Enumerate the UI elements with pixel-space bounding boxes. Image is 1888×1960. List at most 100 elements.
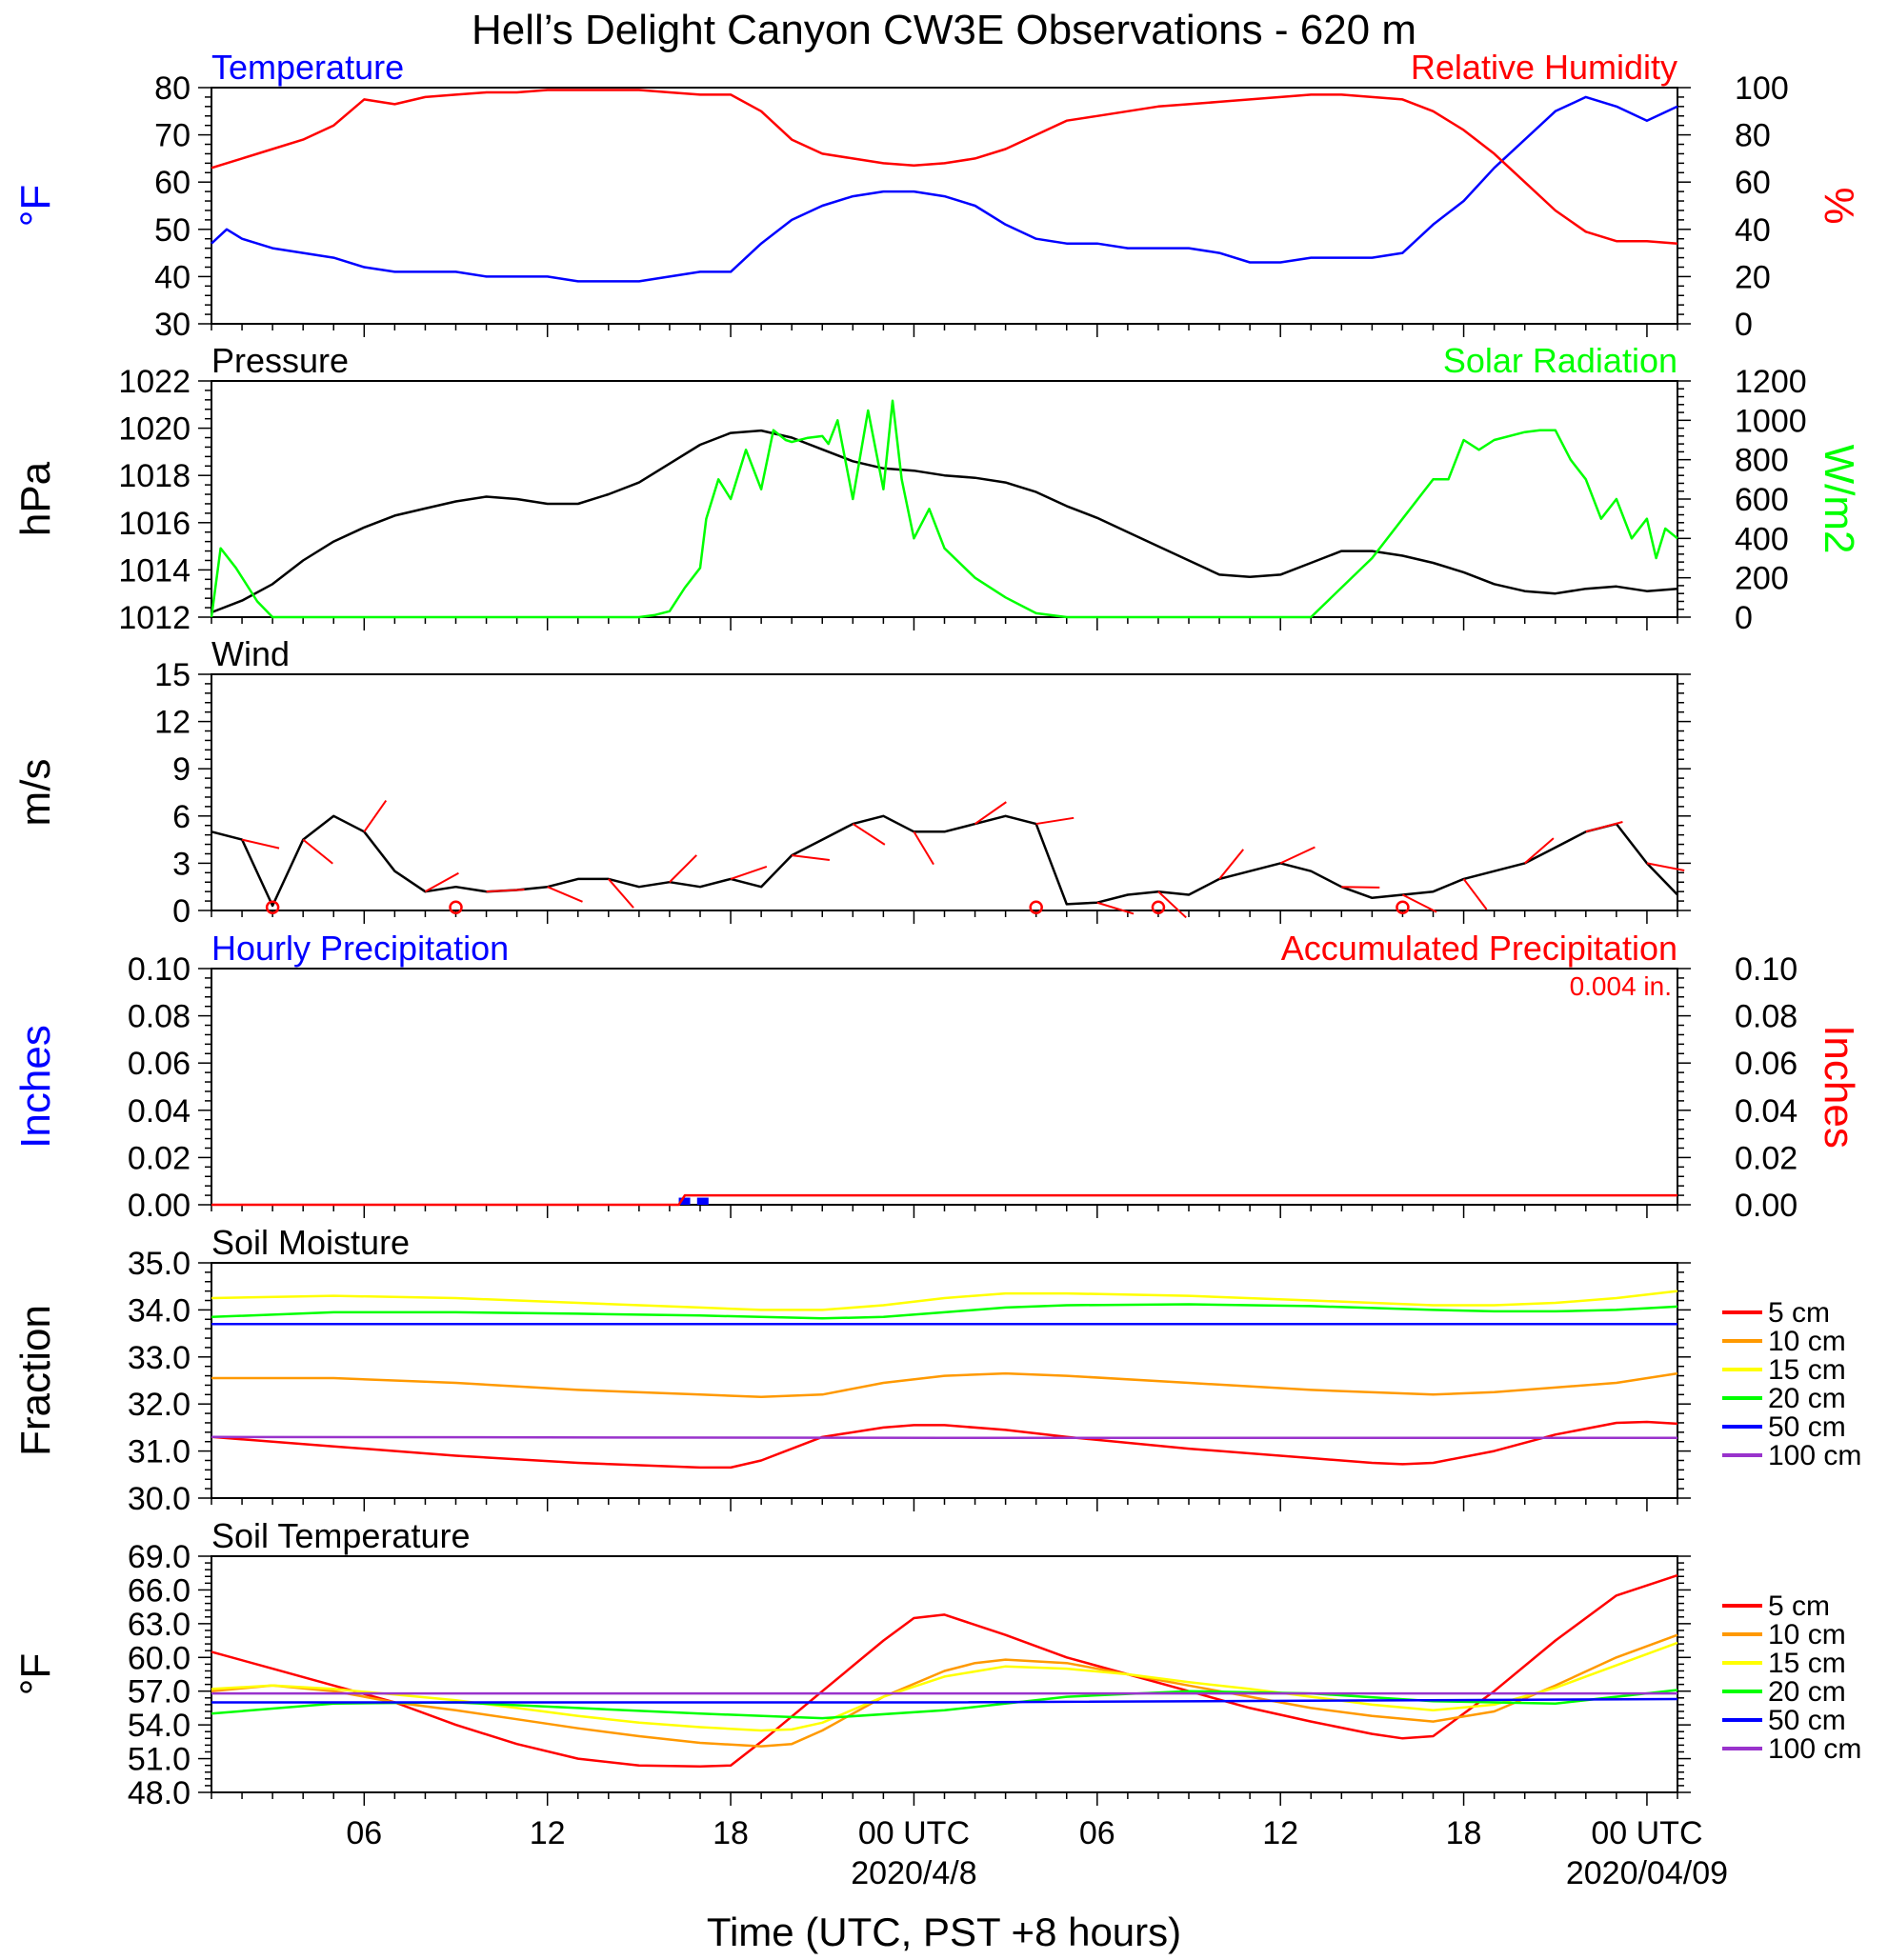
panel-4: 0.00 0.02 0.04 0.06 0.08 0.10 0.00 0.02 0.04 0.06… bbox=[12, 929, 1862, 1224]
series-line-wind bbox=[211, 814, 1678, 908]
y-axis-title-left: °F bbox=[12, 1653, 59, 1695]
y-tick-label: 30 bbox=[154, 307, 191, 343]
wind-barb bbox=[1035, 816, 1075, 826]
series-line-100-cm bbox=[211, 1435, 1677, 1440]
series-line-5-cm bbox=[211, 1420, 1678, 1470]
series-line-20-cm bbox=[211, 1303, 1678, 1320]
wind-barb bbox=[241, 838, 280, 850]
y-tick-label: 3 bbox=[172, 846, 191, 882]
series-line-15-cm bbox=[211, 1290, 1678, 1311]
legend-label: 15 cm bbox=[1768, 1648, 1846, 1679]
legend-label: 10 cm bbox=[1768, 1326, 1846, 1357]
y-right-tick-label: 100 bbox=[1735, 70, 1789, 107]
x-tick-label: 06 bbox=[346, 1815, 382, 1851]
y-tick-label: 40 bbox=[154, 259, 191, 295]
x-date-label: 2020/4/8 bbox=[851, 1855, 976, 1891]
y-tick-label: 35.0 bbox=[128, 1246, 191, 1282]
panel-title-right: Relative Humidity bbox=[1411, 48, 1677, 87]
y-right-tick-label: 600 bbox=[1735, 482, 1789, 518]
y-right-tick-label: 0.04 bbox=[1735, 1093, 1798, 1130]
x-axis: 06 12 18 00 UTC 06 12 18 00 UTC 2020/4/8 2020/04/… bbox=[346, 1815, 1728, 1891]
calm-wind-marker bbox=[1396, 900, 1410, 914]
x-tick-label: 12 bbox=[1262, 1815, 1298, 1851]
y-right-tick-label: 40 bbox=[1735, 212, 1771, 249]
wind-barb bbox=[792, 854, 831, 862]
y-axis-title-right: % bbox=[1816, 187, 1862, 224]
y-right-tick-label: 0.00 bbox=[1735, 1188, 1798, 1224]
y-right-tick-label: 20 bbox=[1735, 259, 1771, 295]
panel-title-left: Soil Moisture bbox=[211, 1223, 410, 1262]
panel-title-left: Soil Temperature bbox=[211, 1516, 470, 1555]
wind-barb bbox=[1462, 878, 1488, 910]
wind-barb bbox=[363, 799, 388, 832]
legend-label: 5 cm bbox=[1768, 1590, 1830, 1622]
y-tick-label: 34.0 bbox=[128, 1292, 191, 1329]
wind-barb bbox=[1401, 893, 1437, 913]
legend-label: 20 cm bbox=[1768, 1383, 1846, 1414]
series-line-5-cm bbox=[211, 1573, 1678, 1769]
x-tick-label: 00 UTC bbox=[858, 1815, 970, 1851]
y-tick-label: 50 bbox=[154, 212, 191, 249]
y-tick-label: 31.0 bbox=[128, 1434, 191, 1470]
precip-bar bbox=[678, 1197, 691, 1205]
y-tick-label: 1020 bbox=[118, 411, 191, 448]
y-axis-title-left: Inches bbox=[12, 1025, 59, 1149]
y-tick-label: 51.0 bbox=[128, 1742, 191, 1778]
wind-barb bbox=[547, 886, 583, 903]
panel-title-left: Hourly Precipitation bbox=[211, 929, 509, 968]
y-right-tick-label: 400 bbox=[1735, 521, 1789, 557]
wind-barb bbox=[974, 801, 1007, 825]
y-axis-title-left: m/s bbox=[12, 759, 59, 827]
panel-3: 0 3 6 9 12 15 Wind m/s bbox=[12, 634, 1691, 930]
wind-barb bbox=[1218, 849, 1245, 880]
panel-title-left: Pressure bbox=[211, 341, 349, 380]
series-line-solar-radiation bbox=[210, 399, 1678, 619]
chart-title: Hell’s Delight Canyon CW3E Observations … bbox=[472, 7, 1416, 53]
wind-barb bbox=[1096, 901, 1135, 915]
x-tick-label: 00 UTC bbox=[1591, 1815, 1702, 1851]
y-tick-label: 1022 bbox=[118, 364, 191, 400]
y-right-tick-label: 0.10 bbox=[1735, 951, 1798, 988]
series-line-pressure bbox=[211, 429, 1678, 614]
y-right-tick-label: 0 bbox=[1735, 600, 1753, 636]
legend-label: 20 cm bbox=[1768, 1676, 1846, 1708]
legend-label: 100 cm bbox=[1768, 1733, 1861, 1765]
y-tick-label: 15 bbox=[154, 657, 191, 693]
wind-barb bbox=[486, 889, 525, 893]
panel-title-right: Accumulated Precipitation bbox=[1281, 929, 1677, 968]
wind-barb bbox=[1646, 862, 1685, 872]
x-tick-label: 12 bbox=[530, 1815, 566, 1851]
y-tick-label: 1012 bbox=[118, 600, 191, 636]
x-axis-title: Time (UTC, PST +8 hours) bbox=[707, 1910, 1181, 1954]
series-line-temperature bbox=[211, 95, 1678, 283]
series-line-10-cm bbox=[211, 1371, 1678, 1399]
panel-6: 48.051.054.057.060.063.066.069.0 Soil Tem… bbox=[12, 1516, 1861, 1811]
wind-barb bbox=[730, 865, 768, 880]
x-tick-label: 18 bbox=[1446, 1815, 1482, 1851]
y-axis-title-right: W/m2 bbox=[1816, 445, 1862, 554]
series-line-relative-humidity bbox=[211, 89, 1678, 245]
y-right-tick-label: 0 bbox=[1735, 307, 1753, 343]
y-tick-label: 0 bbox=[172, 893, 191, 930]
y-right-tick-label: 800 bbox=[1735, 443, 1789, 479]
y-tick-label: 32.0 bbox=[128, 1387, 191, 1423]
y-tick-label: 70 bbox=[154, 118, 191, 154]
y-tick-label: 60 bbox=[154, 165, 191, 201]
panel-frame bbox=[211, 1555, 1678, 1793]
wind-barb bbox=[1157, 890, 1187, 919]
legend-label: 50 cm bbox=[1768, 1705, 1846, 1736]
y-tick-label: 9 bbox=[172, 751, 191, 788]
y-right-tick-label: 200 bbox=[1735, 561, 1789, 597]
series-line-accumulated-precipitation bbox=[211, 1193, 1677, 1207]
accumulation-annotation: 0.004 in. bbox=[1570, 971, 1672, 1001]
y-tick-label: 0.08 bbox=[128, 999, 191, 1035]
wind-barb bbox=[608, 878, 634, 909]
y-right-tick-label: 60 bbox=[1735, 165, 1771, 201]
legend-label: 15 cm bbox=[1768, 1354, 1846, 1386]
y-tick-label: 0.04 bbox=[128, 1093, 191, 1130]
y-tick-label: 48.0 bbox=[128, 1775, 191, 1811]
y-axis-title-left: Fraction bbox=[12, 1305, 59, 1456]
y-right-tick-label: 0.06 bbox=[1735, 1046, 1798, 1082]
